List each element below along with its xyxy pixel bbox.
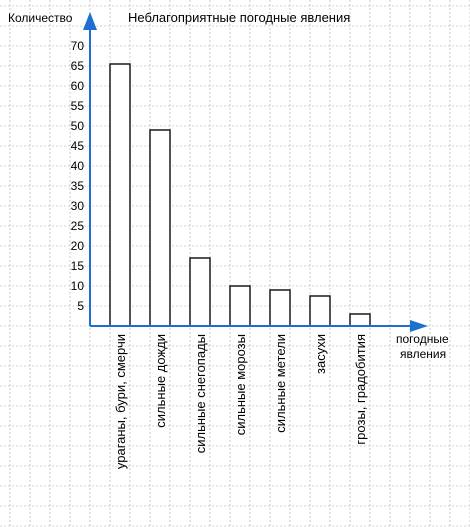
bar	[229, 285, 251, 327]
y-tick-label: 55	[71, 99, 85, 113]
y-axis-label: Количество	[8, 11, 73, 25]
y-axis-arrow	[83, 12, 97, 30]
y-tick-label: 15	[71, 259, 85, 273]
y-tick-label: 60	[71, 79, 85, 93]
y-tick-label: 50	[71, 119, 85, 133]
y-tick-label: 35	[71, 179, 85, 193]
x-axis-arrow	[410, 320, 428, 332]
bar	[149, 129, 171, 327]
y-tick-label: 30	[71, 199, 85, 213]
category-label: сильные морозы	[233, 334, 248, 435]
bars	[109, 63, 371, 327]
category-label: ураганы, бури, смерчи	[113, 334, 128, 469]
bar	[269, 289, 291, 327]
x-axis-label-line-1: погодные	[396, 332, 449, 346]
bar	[109, 63, 131, 327]
bar	[189, 257, 211, 327]
chart-title: Неблагоприятные погодные явления	[128, 10, 350, 25]
category-label: грозы, градобития	[353, 334, 368, 445]
y-tick-label: 25	[71, 219, 85, 233]
y-tick-label: 5	[77, 299, 84, 313]
y-tick-label: 10	[71, 279, 85, 293]
axes	[83, 12, 428, 332]
bar	[309, 295, 331, 327]
y-tick-label: 70	[71, 39, 85, 53]
category-label: сильные дожди	[153, 334, 168, 428]
category-label: засухи	[313, 334, 328, 374]
y-tick-label: 65	[71, 59, 85, 73]
y-tick-label: 40	[71, 159, 85, 173]
y-tick-labels: 5 10 15 20 25 30 35 40 45 50 55 60 65 70	[71, 39, 85, 313]
category-labels: ураганы, бури, смерчи сильные дожди сильны…	[113, 334, 368, 469]
y-tick-label: 20	[71, 239, 85, 253]
category-label: сильные метели	[273, 334, 288, 433]
bar	[349, 313, 371, 327]
x-axis-label-line-2: явления	[400, 347, 446, 361]
category-label: сильные снегопады	[193, 334, 208, 453]
y-tick-label: 45	[71, 139, 85, 153]
